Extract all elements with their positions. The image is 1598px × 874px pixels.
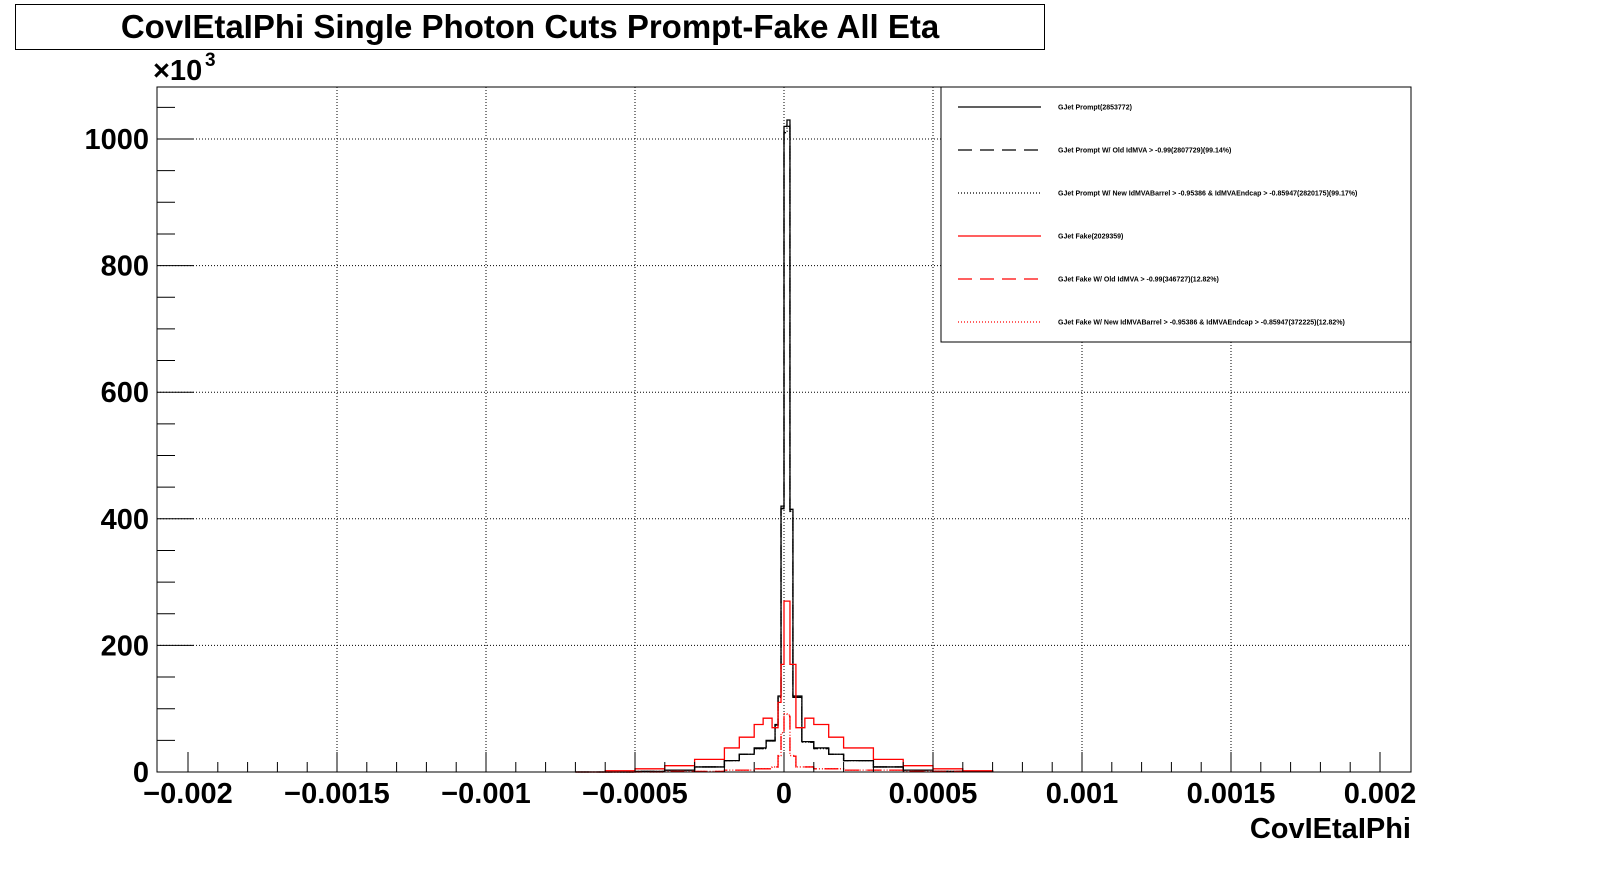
x-tick-label: 0.001: [1046, 778, 1119, 810]
y-multiplier: ×10: [153, 55, 202, 87]
series-layer: [575, 119, 994, 773]
y-tick-label: 400: [101, 504, 149, 536]
y-tick-label: 800: [101, 251, 149, 283]
legend-entry-label: GJet Prompt W/ Old IdMVA > -0.99(2807729…: [1058, 148, 1231, 155]
x-tick-label: 0.0015: [1187, 778, 1276, 810]
x-axis-label: CovIEtaIPhi: [1250, 813, 1411, 845]
legend-entry-label: GJet Fake W/ New IdMVABarrel > -0.95386 …: [1058, 320, 1345, 327]
legend-entry-label: GJet Fake(2029359): [1058, 234, 1123, 241]
series-line-5: [605, 714, 964, 773]
ticks-layer: [157, 106, 1381, 773]
x-tick-label: −0.0015: [284, 778, 390, 810]
x-tick-label: −0.0005: [582, 778, 688, 810]
chart-title: CovIEtaIPhi Single Photon Cuts Prompt-Fa…: [120, 8, 940, 45]
x-tick-label: −0.001: [441, 778, 531, 810]
legend-entry-label: GJet Prompt(2853772): [1058, 105, 1132, 112]
x-tick-label: 0.002: [1344, 778, 1417, 810]
y-multiplier-exponent: 3: [205, 50, 216, 71]
legend-entry-label: GJet Prompt W/ New IdMVABarrel > -0.9538…: [1058, 191, 1357, 198]
labels-layer: −0.002 −0.0015 −0.001 −0.0005 0 0.0005 0.001 0.…: [84, 50, 1416, 845]
x-tick-label: 0.0005: [889, 778, 978, 810]
y-tick-label: 600: [101, 377, 149, 409]
x-tick-label: −0.002: [143, 778, 233, 810]
x-tick-label: 0: [776, 778, 792, 810]
series-line-4: [575, 600, 994, 773]
legend-entry-label: GJet Fake W/ Old IdMVA > -0.99(346727)(1…: [1058, 277, 1219, 284]
y-tick-label: 0: [133, 757, 149, 789]
y-tick-label: 200: [101, 630, 149, 662]
chart-title-box: CovIEtaIPhi Single Photon Cuts Prompt-Fa…: [15, 4, 1045, 50]
legend-box: [940, 86, 1412, 343]
legend: GJet Prompt(2853772) GJet Prompt W/ Old I…: [940, 86, 1412, 343]
y-tick-label: 1000: [84, 124, 149, 156]
